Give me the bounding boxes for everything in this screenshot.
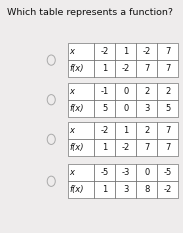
Text: -2: -2 [101,126,109,135]
Text: 1: 1 [102,143,107,152]
Text: 1: 1 [102,64,107,73]
Text: 0: 0 [144,168,150,177]
Text: 1: 1 [123,47,128,56]
Bar [94,122,115,139]
Text: -1: -1 [101,87,109,96]
Text: x: x [69,47,74,56]
Bar [136,181,157,198]
Bar [157,164,178,181]
Bar [115,60,136,77]
Bar [115,122,136,139]
Bar [157,60,178,77]
Text: 1: 1 [102,185,107,194]
Text: -3: -3 [122,168,130,177]
Bar [68,122,94,139]
Text: 7: 7 [165,47,171,56]
Bar [115,100,136,117]
Text: 0: 0 [123,87,128,96]
Text: -5: -5 [164,168,172,177]
Text: 7: 7 [165,143,171,152]
Bar [94,100,115,117]
Bar [115,164,136,181]
Text: 0: 0 [123,104,128,113]
Bar [68,139,94,156]
Bar [68,43,94,60]
Bar [94,60,115,77]
Text: 7: 7 [165,64,171,73]
Bar [68,181,94,198]
Bar [115,43,136,60]
Text: 2: 2 [165,87,171,96]
Text: 1: 1 [123,126,128,135]
Bar [136,43,157,60]
Bar [68,164,94,181]
Text: -2: -2 [122,143,130,152]
Text: -2: -2 [101,47,109,56]
Bar [136,122,157,139]
Text: 3: 3 [123,185,128,194]
Text: 2: 2 [144,126,150,135]
Text: 3: 3 [144,104,150,113]
Bar [157,122,178,139]
Bar [157,100,178,117]
Text: 7: 7 [165,126,171,135]
Text: 5: 5 [165,104,171,113]
Text: f(x): f(x) [69,143,84,152]
Bar [94,164,115,181]
Bar [68,60,94,77]
Text: x: x [69,87,74,96]
Bar [136,83,157,100]
Text: 8: 8 [144,185,150,194]
Text: 7: 7 [144,143,150,152]
Bar [68,100,94,117]
Bar [68,83,94,100]
Text: 2: 2 [144,87,150,96]
Text: x: x [69,168,74,177]
Bar [157,43,178,60]
Text: 7: 7 [144,64,150,73]
Bar [94,139,115,156]
Text: 5: 5 [102,104,107,113]
Bar [136,164,157,181]
Bar [115,139,136,156]
Text: -2: -2 [122,64,130,73]
Bar [94,43,115,60]
Bar [157,83,178,100]
Bar [94,83,115,100]
Bar [115,181,136,198]
Text: -2: -2 [143,47,151,56]
Bar [94,181,115,198]
Text: x: x [69,126,74,135]
Bar [136,100,157,117]
Bar [115,83,136,100]
Text: Which table represents a function?: Which table represents a function? [7,8,173,17]
Text: -5: -5 [101,168,109,177]
Bar [136,60,157,77]
Bar [157,139,178,156]
Text: f(x): f(x) [69,185,84,194]
Bar [136,139,157,156]
Text: f(x): f(x) [69,64,84,73]
Text: f(x): f(x) [69,104,84,113]
Bar [157,181,178,198]
Text: -2: -2 [164,185,172,194]
